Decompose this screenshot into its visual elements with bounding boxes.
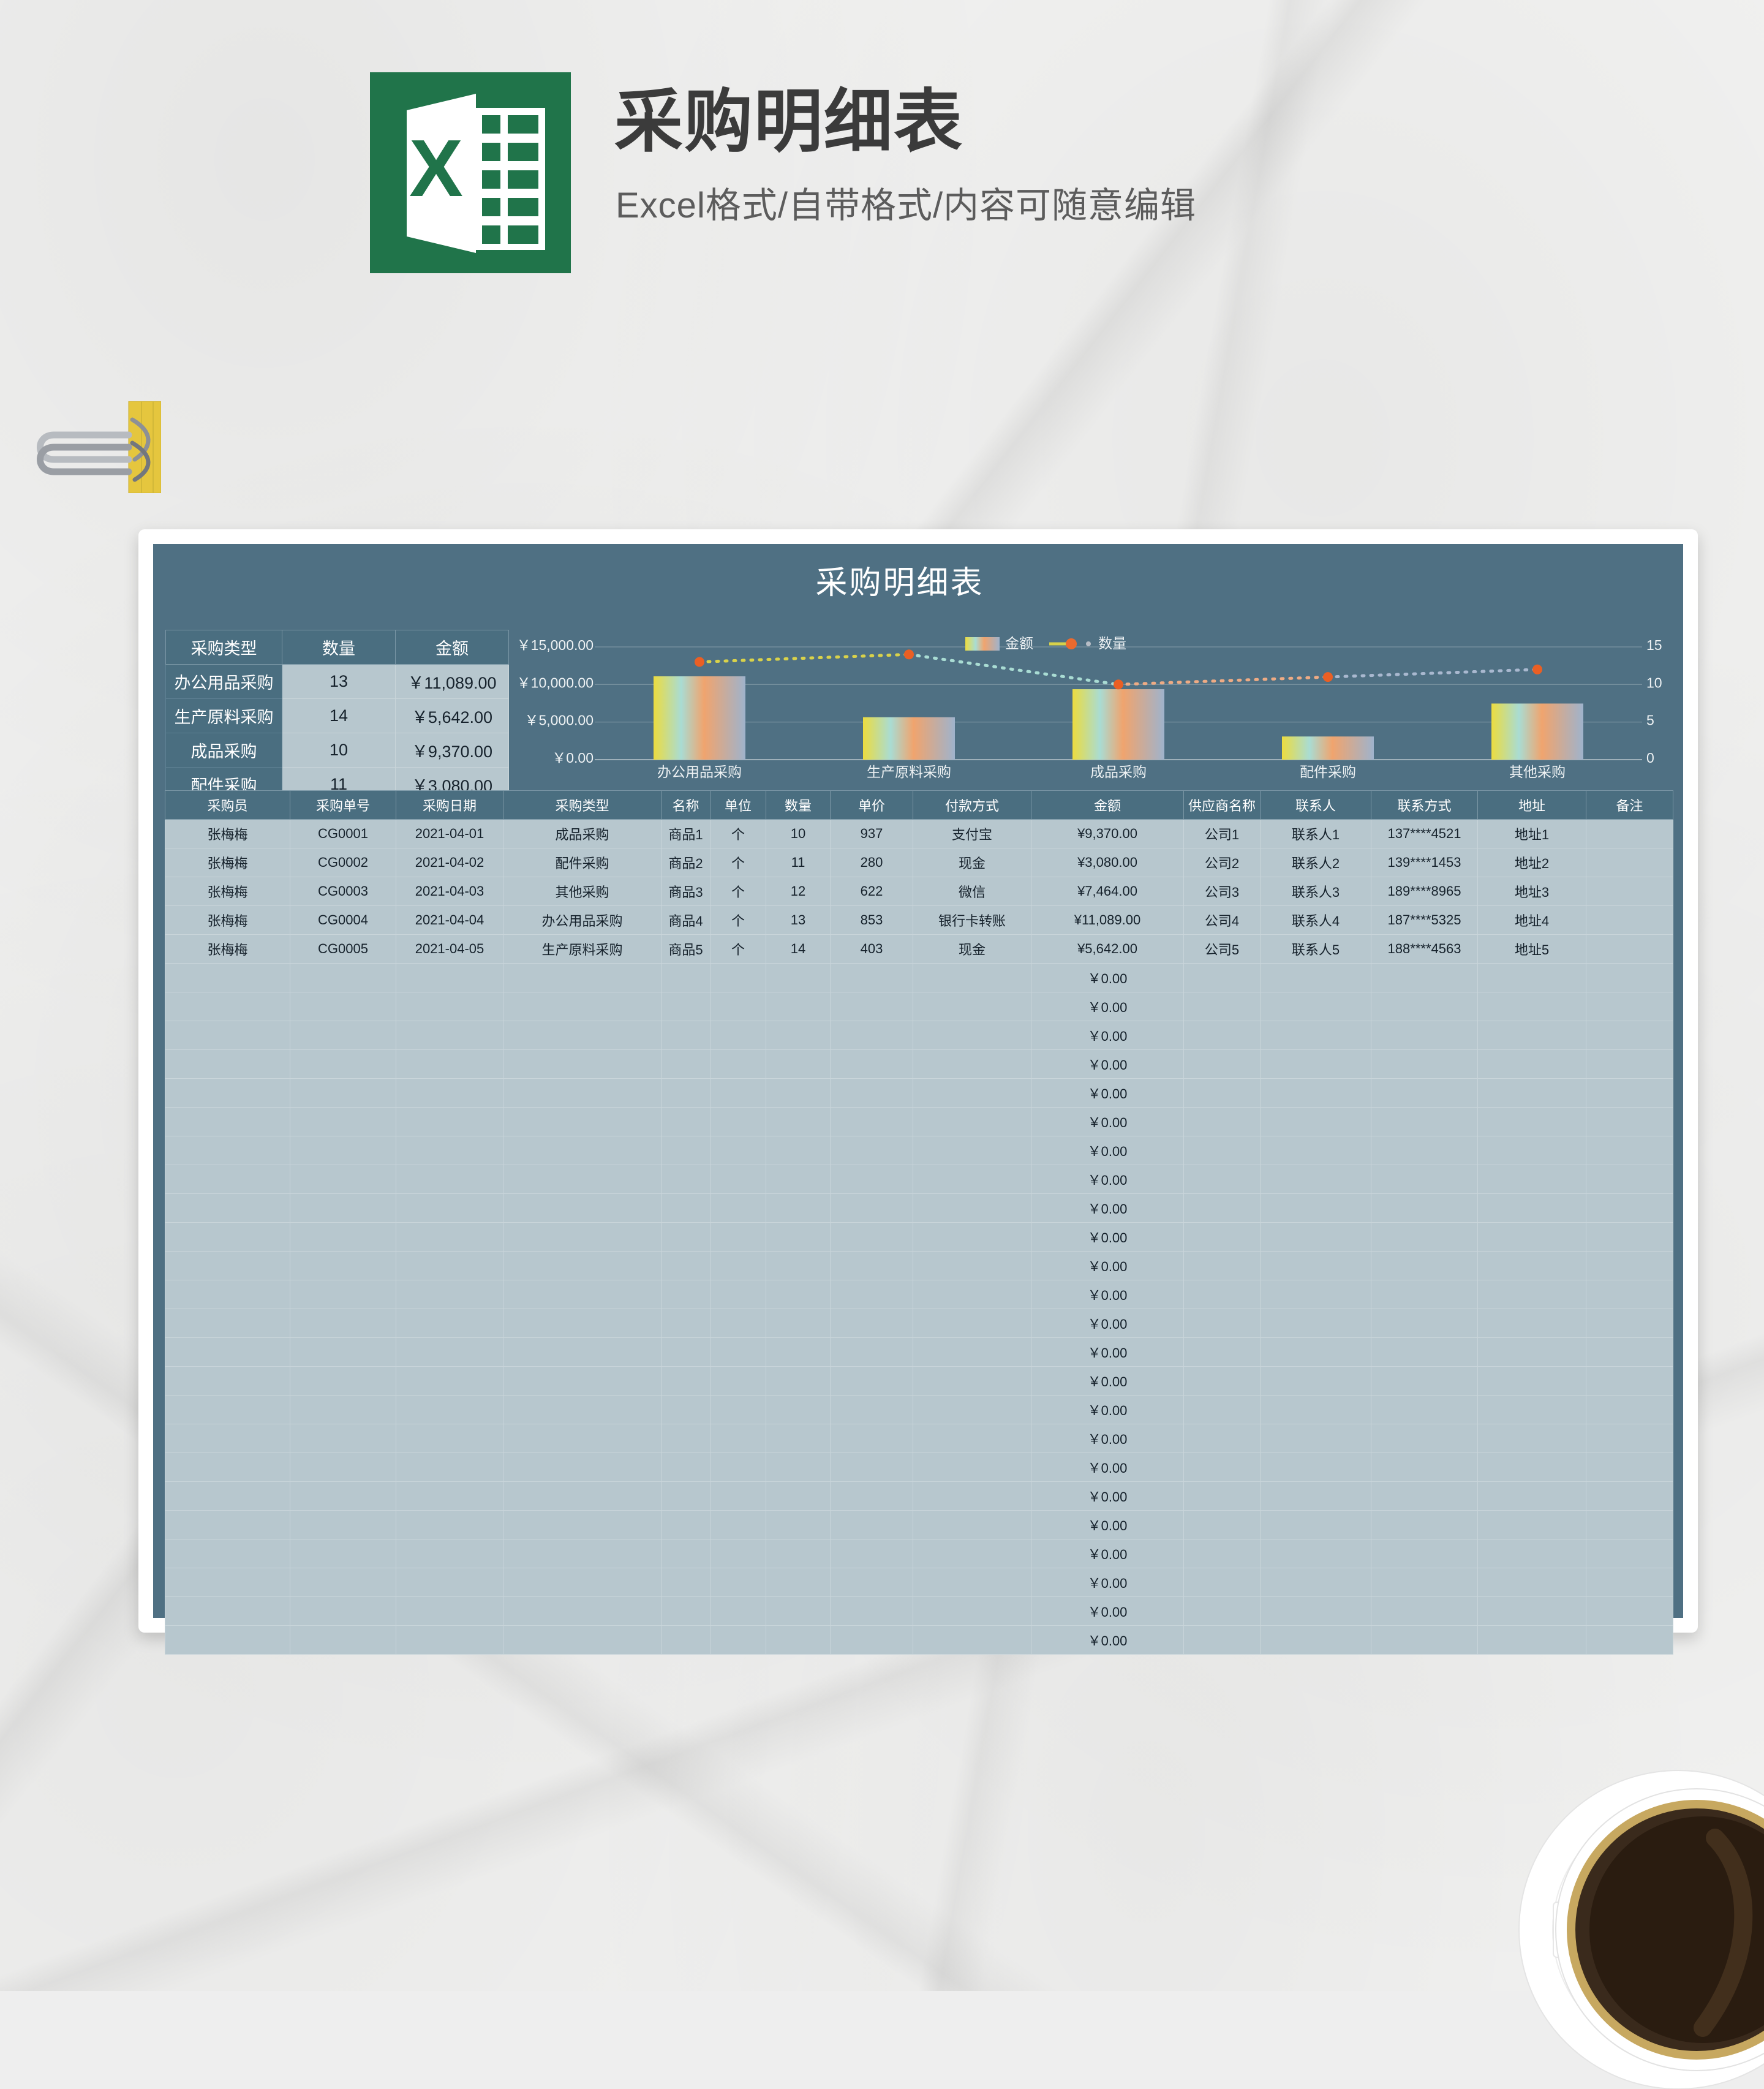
- svg-text:￥5,000.00: ￥5,000.00: [524, 712, 594, 728]
- svg-text:其他采购: 其他采购: [1509, 764, 1566, 780]
- svg-text:0: 0: [1646, 750, 1654, 766]
- svg-text:X: X: [409, 123, 463, 213]
- svg-text:￥0.00: ￥0.00: [552, 750, 594, 766]
- svg-text:办公用品采购: 办公用品采购: [657, 764, 742, 780]
- svg-text:￥15,000.00: ￥15,000.00: [517, 637, 594, 653]
- svg-text:配件采购: 配件采购: [1300, 764, 1356, 780]
- svg-text:5: 5: [1646, 712, 1654, 728]
- svg-text:￥10,000.00: ￥10,000.00: [517, 674, 594, 690]
- svg-text:15: 15: [1646, 637, 1662, 653]
- svg-text:数量: 数量: [1098, 635, 1126, 651]
- svg-text:10: 10: [1646, 674, 1662, 690]
- svg-text:成品采购: 成品采购: [1090, 764, 1147, 780]
- svg-text:生产原料采购: 生产原料采购: [867, 764, 951, 780]
- svg-text:金额: 金额: [1005, 635, 1033, 651]
